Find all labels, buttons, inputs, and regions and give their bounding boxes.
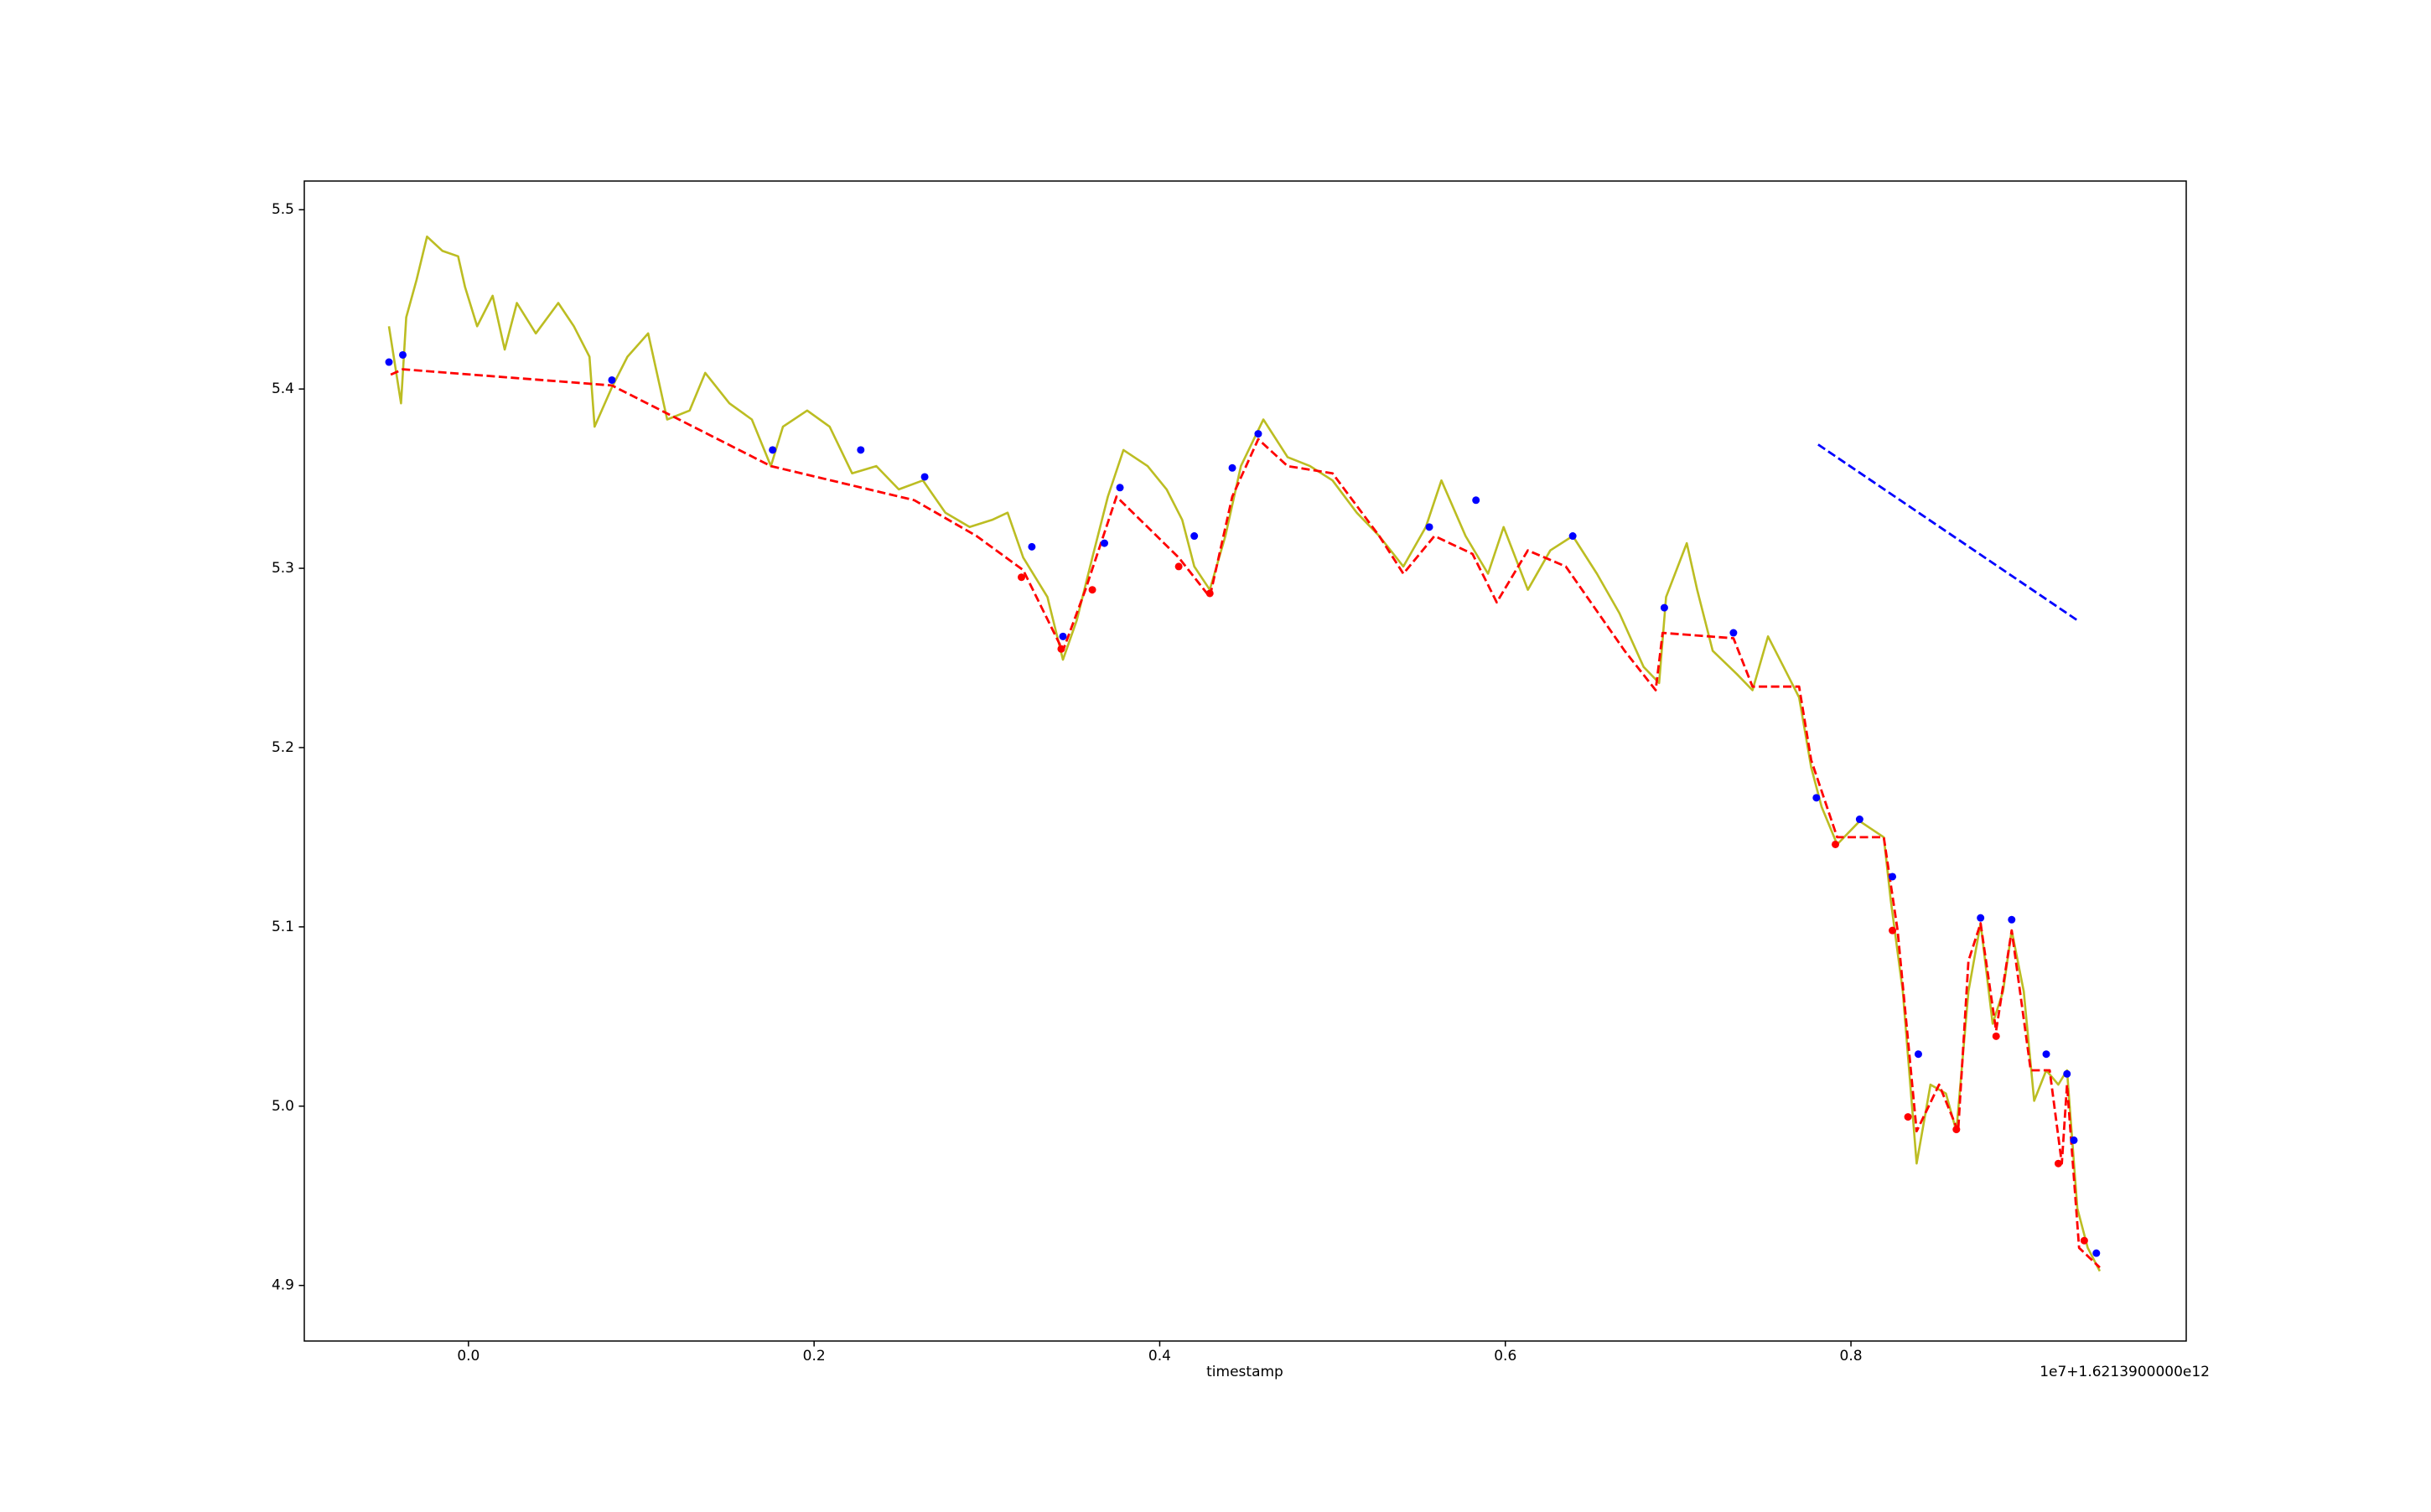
data-point — [2054, 1159, 2062, 1168]
axes: 0.0 0.2 0.4 0.6 0.8 4.9 5.0 5.1 5.2 5.3 5.4 5.5 — [272, 180, 2187, 1364]
x-tick-label: 0.6 — [1494, 1348, 1516, 1364]
data-point — [920, 473, 929, 481]
y-tick-label: 5.1 — [272, 919, 294, 935]
data-point — [1059, 632, 1067, 640]
data-point — [1028, 542, 1036, 551]
data-point — [1832, 840, 1840, 848]
data-point — [1190, 532, 1199, 541]
data-point — [1812, 794, 1821, 802]
axes-frame — [303, 180, 2187, 1342]
series-line — [1817, 443, 2078, 622]
data-point — [2070, 1136, 2078, 1144]
data-point — [608, 375, 616, 384]
data-point — [1100, 539, 1108, 547]
data-point — [1904, 1113, 1912, 1121]
x-tick-label: 0.4 — [1148, 1348, 1171, 1364]
y-tick-label: 5.5 — [272, 201, 294, 218]
data-point — [1057, 645, 1065, 653]
x-offset-label: 1e7+1.6213900000e12 — [2040, 1364, 2210, 1380]
data-point — [1889, 926, 1897, 935]
data-point — [1472, 496, 1480, 505]
x-tick-label: 0.0 — [457, 1348, 479, 1364]
y-tick-label: 5.0 — [272, 1098, 294, 1115]
x-tick-label: 0.8 — [1840, 1348, 1863, 1364]
data-point — [1729, 629, 1738, 637]
data-point — [857, 446, 865, 454]
data-point — [1889, 873, 1897, 881]
data-point — [1977, 914, 1985, 922]
data-point — [1952, 1126, 1961, 1134]
y-tick-label: 4.9 — [272, 1277, 294, 1294]
data-point — [1205, 589, 1214, 598]
data-point — [1018, 573, 1026, 582]
data-point — [2042, 1050, 2050, 1059]
data-point — [1660, 603, 1668, 612]
data-point — [769, 446, 777, 454]
data-point — [1228, 463, 1236, 472]
data-point — [1425, 523, 1433, 531]
data-point — [2080, 1236, 2088, 1245]
data-point — [399, 350, 407, 359]
data-point — [1914, 1050, 1922, 1059]
data-point — [385, 358, 393, 366]
x-axis-label: timestamp — [1206, 1364, 1283, 1380]
data-point — [2063, 1069, 2071, 1078]
series-line — [387, 236, 2102, 1272]
data-point — [1855, 816, 1863, 824]
data-point — [2008, 915, 2016, 924]
data-point — [1568, 532, 1577, 541]
y-tick-label: 5.3 — [272, 560, 294, 577]
x-tick-label: 0.2 — [803, 1348, 826, 1364]
plot-area — [385, 236, 2102, 1272]
data-point — [1992, 1032, 2000, 1040]
data-point — [1254, 430, 1262, 438]
data-point — [1174, 562, 1183, 571]
series-line — [390, 368, 2101, 1269]
data-point — [1116, 484, 1124, 492]
data-point — [2092, 1249, 2101, 1257]
y-tick-label: 5.4 — [272, 381, 294, 397]
y-tick-label: 5.2 — [272, 739, 294, 756]
data-point — [1088, 586, 1096, 594]
